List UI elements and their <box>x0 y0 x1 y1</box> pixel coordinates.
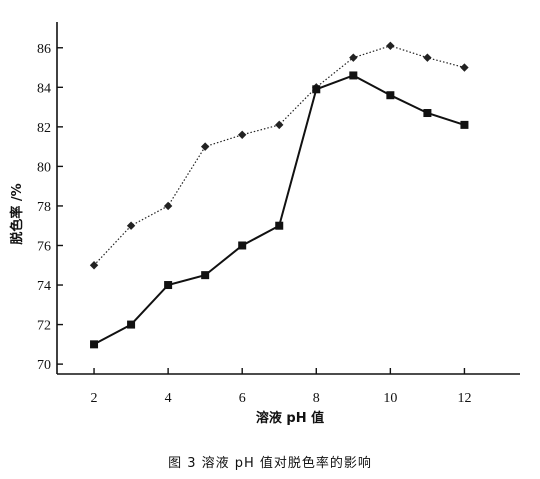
y-tick-label: 80 <box>37 160 51 175</box>
y-tick-label: 82 <box>37 121 51 136</box>
x-tick-label: 8 <box>313 391 320 406</box>
y-tick-label: 86 <box>37 42 51 57</box>
series-1-point <box>460 63 469 72</box>
series-2 <box>90 71 469 349</box>
series-2-point <box>312 85 321 94</box>
y-axis-ticks: 70 72 74 76 78 80 82 84 86 <box>37 42 63 373</box>
series-2-point <box>164 281 173 290</box>
series-2-point <box>349 71 358 80</box>
y-tick-label: 72 <box>37 319 51 334</box>
series-2-point <box>386 91 395 100</box>
figure-caption: 图 3 溶液 pH 值对脱色率的影响 <box>168 456 372 471</box>
x-tick-label: 12 <box>457 391 471 406</box>
chart-axes <box>56 22 520 375</box>
y-tick-label: 70 <box>37 358 51 373</box>
series-2-line <box>93 74 465 346</box>
y-axis-title: 脱色率 /% <box>9 183 25 244</box>
x-tick-label: 10 <box>383 391 397 406</box>
series-layer <box>89 41 469 349</box>
x-tick-label: 6 <box>239 391 246 406</box>
x-axis-ticks: 2 4 6 8 10 12 <box>91 368 471 406</box>
series-1-point <box>200 142 210 151</box>
series-1-point <box>386 41 395 50</box>
y-tick-label: 76 <box>37 239 51 254</box>
series-2-point <box>127 320 136 329</box>
y-tick-label: 74 <box>37 279 51 294</box>
series-2-point <box>275 221 284 230</box>
y-tick-label: 78 <box>37 200 51 215</box>
series-2-point <box>201 271 210 280</box>
series-2-point <box>238 241 247 250</box>
series-2-point <box>423 109 432 118</box>
series-1-point <box>423 53 432 62</box>
x-tick-label: 4 <box>165 391 172 406</box>
x-axis-title: 溶液 pH 值 <box>256 410 324 426</box>
series-1-point <box>349 53 358 62</box>
series-1-point <box>275 120 284 130</box>
y-tick-label: 84 <box>37 81 51 96</box>
series-1 <box>89 41 469 270</box>
series-1-point <box>89 261 99 270</box>
series-1-point <box>126 221 136 230</box>
series-2-point <box>460 120 469 129</box>
series-2-point <box>90 340 99 349</box>
x-tick-label: 2 <box>91 391 98 406</box>
series-1-point <box>238 130 247 139</box>
series-1-point <box>163 201 173 211</box>
series-1-line <box>93 45 465 266</box>
